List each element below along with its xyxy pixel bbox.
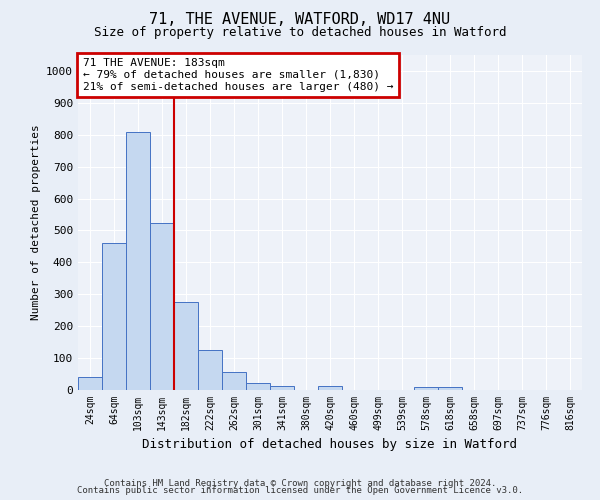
Bar [438, 387, 462, 390]
X-axis label: Distribution of detached houses by size in Watford: Distribution of detached houses by size … [143, 438, 517, 452]
Bar [246, 383, 270, 390]
Bar [222, 372, 246, 390]
Bar [318, 386, 342, 390]
Text: 71, THE AVENUE, WATFORD, WD17 4NU: 71, THE AVENUE, WATFORD, WD17 4NU [149, 12, 451, 28]
Bar [270, 386, 294, 390]
Bar [126, 132, 150, 390]
Bar [78, 377, 102, 390]
Bar [174, 302, 198, 390]
Bar [198, 350, 222, 390]
Text: Contains public sector information licensed under the Open Government Licence v3: Contains public sector information licen… [77, 486, 523, 495]
Text: Size of property relative to detached houses in Watford: Size of property relative to detached ho… [94, 26, 506, 39]
Bar [150, 222, 174, 390]
Text: 71 THE AVENUE: 183sqm
← 79% of detached houses are smaller (1,830)
21% of semi-d: 71 THE AVENUE: 183sqm ← 79% of detached … [83, 58, 394, 92]
Y-axis label: Number of detached properties: Number of detached properties [31, 124, 41, 320]
Text: Contains HM Land Registry data © Crown copyright and database right 2024.: Contains HM Land Registry data © Crown c… [104, 478, 496, 488]
Bar [414, 387, 438, 390]
Bar [102, 243, 126, 390]
